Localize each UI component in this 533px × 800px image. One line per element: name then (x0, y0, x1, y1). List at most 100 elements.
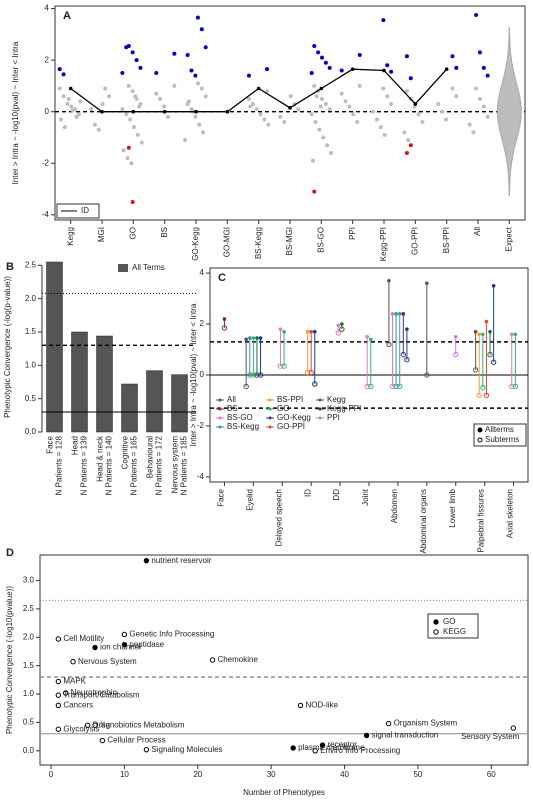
point (120, 107, 125, 112)
point (99, 737, 106, 744)
point-label: Xenobiotics Metabolism (100, 720, 185, 729)
legend-marker (477, 427, 483, 433)
allterm-point (282, 329, 286, 334)
point (314, 94, 319, 99)
series-point (350, 67, 355, 71)
point (183, 138, 188, 143)
legend-label: Kegg (327, 395, 346, 404)
point (185, 52, 190, 57)
point (485, 73, 490, 78)
point (92, 644, 98, 651)
subterm-point (335, 330, 341, 336)
point (481, 104, 486, 109)
subterm-point (404, 357, 410, 363)
x-tick-label: BS (160, 227, 169, 238)
x-tick-label: Abdomen (390, 489, 399, 523)
x-tick-label: 20 (193, 770, 202, 779)
x-tick-label: GO-MGI (222, 227, 231, 257)
y-tick-label: 2.0 (23, 632, 35, 641)
series-point (131, 109, 136, 114)
subterm-point (254, 372, 260, 378)
subterm-point (257, 372, 264, 378)
point (327, 65, 332, 70)
point (485, 114, 490, 119)
point (135, 132, 140, 137)
subterm-point (312, 381, 318, 387)
point-label: MAPK (63, 677, 86, 686)
point (363, 732, 370, 739)
panel-label: B (6, 261, 14, 273)
legend-dot (318, 398, 322, 402)
series-point (225, 109, 230, 114)
subterm-point (490, 359, 497, 365)
legend-label: All (227, 395, 236, 404)
point-label: Cell Motility (63, 634, 104, 643)
point (297, 702, 304, 709)
allterm-point (340, 322, 344, 326)
allterm-point (222, 317, 227, 321)
point (57, 67, 62, 72)
point (58, 117, 63, 122)
x-tick-label: PPI (348, 227, 357, 240)
point (78, 99, 83, 104)
y-tick-label: -4 (42, 210, 50, 219)
point-label: Signaling Molecules (151, 745, 222, 754)
point (154, 91, 159, 96)
point-label: Drug (93, 720, 110, 729)
subterm-point (393, 383, 399, 390)
point (65, 101, 70, 106)
series-point (382, 68, 386, 73)
x-tick-sublabel: N Patients = 165 (130, 435, 139, 495)
point (450, 86, 455, 91)
y-axis-label: Phenotypic Convergence (-log(p-value)) (3, 276, 12, 418)
legend-dot (268, 425, 272, 429)
point-label: Cancers (63, 701, 93, 710)
x-tick-sublabel: N Patients = 140 (105, 435, 114, 495)
point (321, 135, 326, 140)
point (404, 54, 409, 59)
point (121, 148, 126, 153)
point (282, 120, 287, 125)
bar (96, 335, 113, 433)
point-label: nutrient reservoir (151, 556, 211, 565)
point (246, 96, 251, 101)
point-label: Sensory System (461, 732, 520, 741)
point (84, 722, 91, 728)
point (172, 83, 177, 88)
point (471, 130, 476, 135)
subterm-point (243, 383, 249, 390)
point (339, 68, 344, 73)
point (130, 50, 135, 55)
panel-label: C (218, 272, 226, 284)
allterm-point (251, 336, 256, 340)
bar (46, 261, 63, 433)
x-tick-label: DD (332, 489, 341, 501)
y-tick-label: -4 (197, 472, 205, 481)
subterm-point (472, 367, 479, 373)
point (55, 692, 62, 698)
plot-frame (39, 554, 529, 766)
allterm-point (255, 336, 259, 340)
x-tick-label: All (473, 227, 482, 236)
point (329, 150, 334, 155)
point (92, 122, 97, 127)
point (316, 50, 321, 55)
point (296, 107, 301, 112)
y-tick-label: 0.0 (25, 427, 37, 436)
series-point (68, 86, 73, 91)
point (416, 112, 421, 117)
point (70, 108, 75, 113)
bar (171, 374, 188, 433)
y-tick-label: 0 (45, 107, 50, 116)
point (467, 122, 472, 127)
subterm-point (389, 383, 396, 390)
x-tick-label: Nervous system (171, 436, 180, 494)
legend-label: Kegg-PPI (327, 404, 361, 413)
subterm-point (483, 392, 490, 399)
allterm-point (453, 334, 458, 339)
allterm-point (509, 332, 514, 337)
y-tick-label: 2.5 (23, 604, 35, 613)
legend-label: ID (81, 206, 89, 215)
point (186, 99, 191, 104)
subterm-point (397, 383, 403, 390)
